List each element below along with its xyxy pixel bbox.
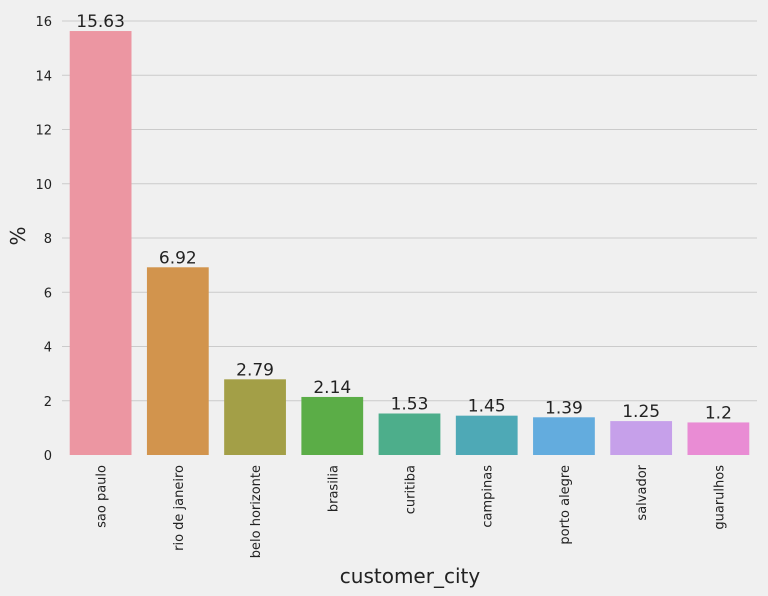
bar-porto-alegre (533, 417, 595, 455)
y-tick-label: 12 (35, 124, 52, 139)
y-axis-ticks: 0 2 4 6 8 10 12 14 16 (35, 15, 52, 464)
y-tick-label: 8 (44, 232, 52, 247)
data-label: 1.25 (622, 402, 660, 422)
data-label: 6.92 (159, 248, 197, 268)
y-tick-label: 14 (35, 69, 52, 84)
data-label: 15.63 (76, 12, 125, 32)
y-tick-label: 16 (35, 15, 52, 30)
x-axis-title: customer_city (340, 564, 481, 588)
y-tick-label: 2 (44, 395, 52, 410)
bar-belo-horizonte (224, 379, 286, 455)
y-tick-label: 0 (44, 449, 52, 464)
bar-campinas (455, 415, 518, 455)
x-tick-label: sao paulo (95, 465, 110, 528)
bar-salvador (610, 421, 673, 455)
y-tick-label: 4 (44, 341, 52, 356)
bar-guarulhos (687, 422, 750, 455)
x-tick-label: belo horizonte (249, 465, 264, 558)
data-label: 2.79 (236, 360, 274, 380)
bar-brasilia (301, 396, 364, 455)
x-tick-label: salvador (635, 464, 650, 520)
bar-rio-de-janeiro (146, 267, 209, 455)
x-tick-label: porto alegre (558, 465, 573, 545)
data-label: 1.45 (468, 397, 506, 417)
data-labels: 15.63 6.92 2.79 2.14 1.53 1.45 1.39 1.25 1.2 (76, 12, 732, 423)
y-tick-label: 10 (35, 178, 52, 193)
data-label: 2.14 (313, 378, 351, 398)
x-tick-label: rio de janeiro (172, 465, 187, 551)
data-label: 1.53 (391, 394, 429, 414)
bars (69, 31, 750, 455)
x-tick-label: campinas (481, 465, 496, 528)
y-axis-title: % (6, 226, 30, 245)
bar-curitiba (378, 413, 441, 455)
bar-sao-paulo (69, 31, 132, 455)
data-label: 1.2 (705, 403, 732, 423)
x-tick-label: curitiba (404, 465, 419, 514)
y-tick-label: 6 (44, 286, 52, 301)
x-axis-ticks: sao paulo rio de janeiro belo horizonte bra… (95, 464, 728, 558)
x-tick-label: brasilia (326, 465, 341, 512)
data-label: 1.39 (545, 398, 583, 418)
x-tick-label: guarulhos (712, 465, 727, 530)
